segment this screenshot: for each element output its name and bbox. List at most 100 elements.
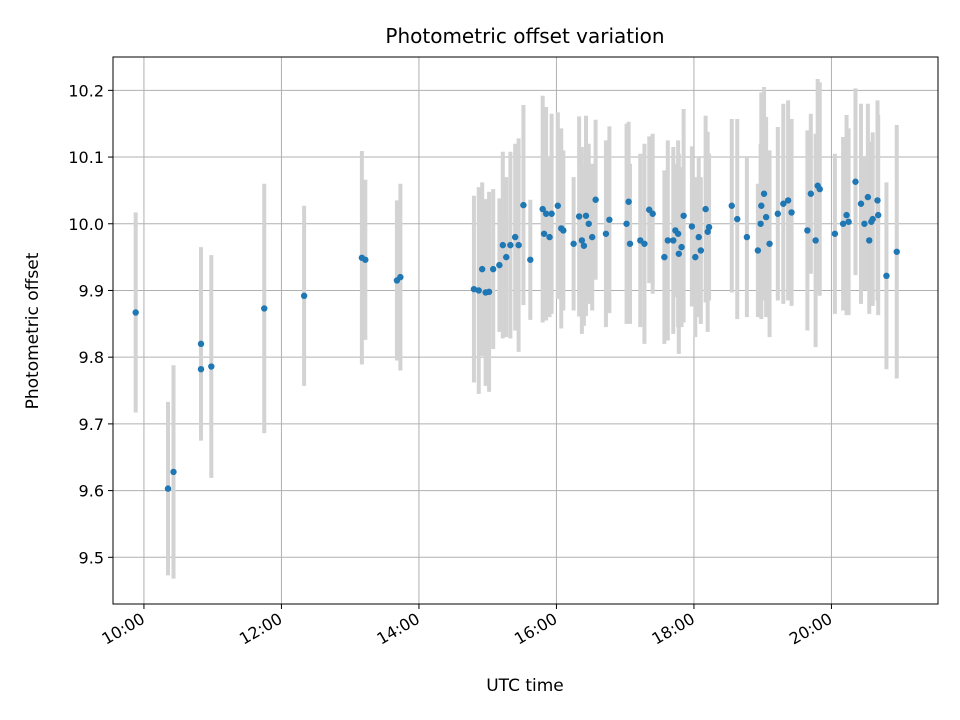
data-point	[362, 256, 369, 263]
data-point	[874, 211, 882, 219]
data-point	[503, 253, 510, 261]
data-point	[300, 292, 308, 300]
data-points	[132, 178, 900, 492]
y-tick-label: 9.5	[79, 548, 104, 567]
data-point	[705, 223, 713, 231]
data-point	[499, 241, 507, 249]
data-point	[784, 197, 792, 204]
data-point	[578, 237, 586, 244]
data-point	[743, 233, 751, 241]
data-point	[542, 210, 550, 217]
data-point	[548, 210, 555, 217]
x-tick-label: 20:00	[786, 609, 835, 649]
data-point	[734, 215, 741, 223]
data-point	[804, 227, 811, 234]
data-point	[780, 200, 787, 207]
data-point	[757, 220, 764, 227]
data-point	[869, 215, 876, 223]
data-point	[697, 247, 705, 254]
y-tick-label: 10.1	[68, 148, 104, 167]
data-point	[762, 213, 770, 221]
data-point	[208, 363, 215, 370]
data-point	[197, 340, 205, 348]
data-point	[883, 272, 890, 279]
data-point	[893, 248, 900, 255]
data-point	[520, 201, 527, 209]
y-axis-ticks: 9.5 9.6 9.7 9.8 9.9 10.0 10.1 10.2	[68, 81, 113, 567]
x-tick-label: 16:00	[511, 609, 560, 649]
data-point	[478, 265, 486, 273]
data-point	[397, 273, 404, 281]
data-point	[843, 211, 850, 219]
data-point	[774, 210, 782, 217]
data-point	[758, 202, 765, 209]
data-point	[766, 240, 773, 247]
x-axis-label: UTC time	[486, 676, 564, 696]
data-point	[515, 241, 522, 249]
data-point	[670, 237, 677, 244]
data-point	[582, 212, 590, 219]
error-bars	[133, 79, 899, 579]
y-tick-label: 9.9	[79, 281, 104, 300]
data-point	[852, 178, 859, 185]
x-tick-label: 14:00	[374, 609, 423, 649]
data-point	[788, 209, 795, 216]
data-point	[560, 227, 567, 234]
data-point	[874, 197, 881, 204]
data-point	[816, 185, 823, 193]
data-point	[170, 468, 177, 476]
data-point	[807, 190, 815, 197]
data-point	[680, 212, 687, 219]
data-point	[575, 213, 583, 220]
plot-frame	[112, 56, 939, 605]
data-point	[511, 233, 519, 241]
y-tick-label: 10.0	[68, 215, 104, 234]
data-point	[857, 200, 865, 207]
chart-title: Photometric offset variation	[385, 24, 664, 48]
data-point	[261, 305, 268, 312]
data-point	[692, 253, 699, 261]
data-point	[197, 365, 205, 373]
data-point	[592, 196, 599, 203]
data-point	[678, 243, 685, 251]
data-point	[489, 265, 497, 273]
data-point	[623, 220, 630, 227]
x-tick-label: 12:00	[236, 609, 285, 649]
data-point	[625, 198, 632, 205]
data-point	[485, 288, 493, 296]
data-point	[661, 253, 668, 261]
y-tick-label: 9.6	[79, 482, 104, 501]
data-point	[588, 233, 596, 241]
data-point	[760, 190, 768, 197]
data-point	[688, 223, 696, 230]
data-point	[570, 240, 577, 247]
y-tick-label: 9.7	[79, 415, 104, 434]
data-point	[702, 205, 709, 213]
data-point	[602, 230, 610, 237]
data-point	[539, 205, 546, 213]
data-point	[831, 230, 839, 237]
data-point	[861, 220, 868, 227]
data-point	[540, 230, 548, 237]
data-point	[496, 261, 503, 269]
y-axis-label: Photometric offset	[23, 252, 43, 409]
data-point	[845, 218, 852, 225]
data-point	[527, 256, 534, 263]
y-tick-label: 9.8	[79, 348, 104, 367]
data-point	[546, 233, 553, 241]
data-point	[728, 202, 735, 209]
data-point	[641, 240, 648, 247]
data-point	[695, 233, 702, 241]
data-point	[606, 216, 613, 223]
data-point	[812, 237, 819, 244]
data-point	[866, 237, 873, 244]
data-point	[626, 240, 634, 247]
data-point	[132, 309, 139, 316]
data-point	[164, 485, 172, 492]
data-point	[675, 250, 683, 257]
data-point	[674, 230, 682, 237]
data-point	[475, 287, 482, 294]
data-point	[580, 242, 588, 249]
x-tick-label: 10:00	[99, 609, 148, 649]
